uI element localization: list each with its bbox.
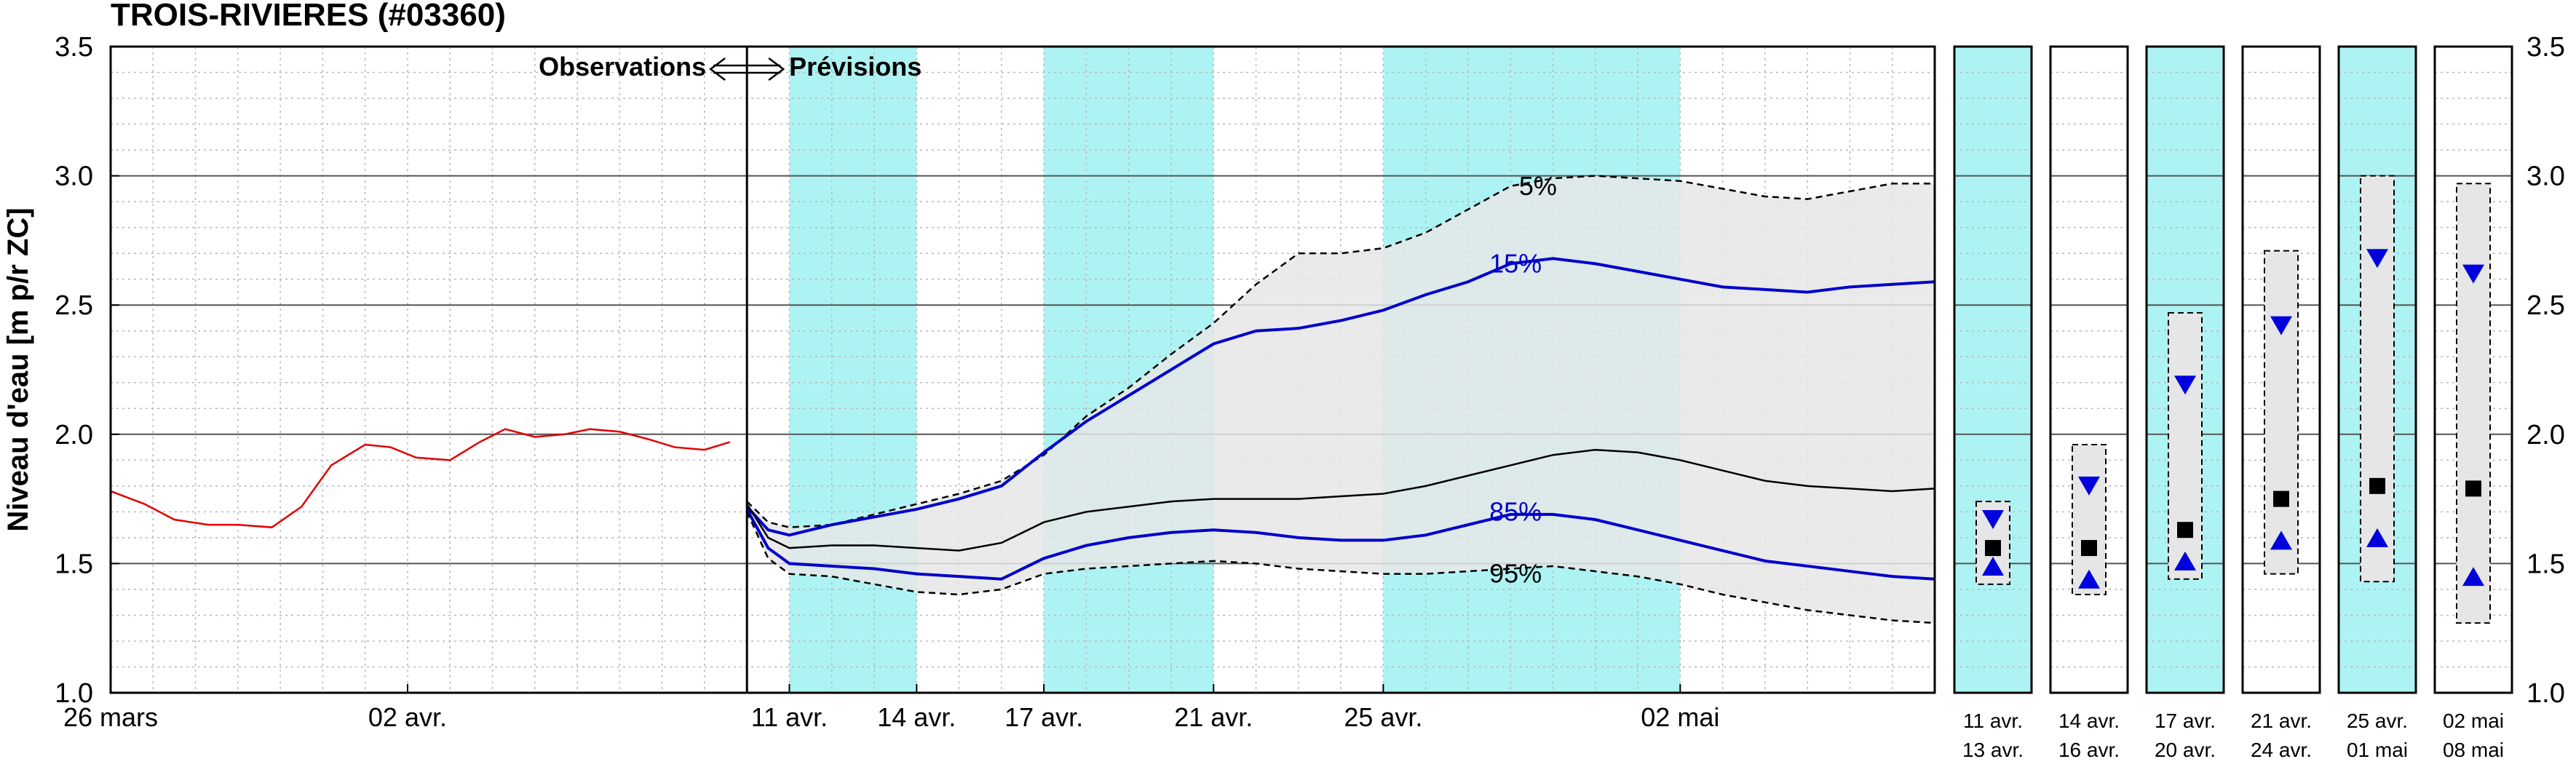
triangle-down-marker — [1982, 510, 2004, 530]
x-tick-label: 21 avr. — [1174, 702, 1253, 732]
y-tick-label: 1.0 — [55, 678, 93, 709]
panel-date-start: 14 avr. — [2058, 710, 2120, 732]
panel-frame — [2049, 45, 2129, 694]
y-tick-label-right: 2.5 — [2527, 290, 2565, 321]
panel-range-box — [2264, 250, 2299, 575]
y-tick-label: 1.5 — [55, 549, 93, 579]
y-tick-label-right: 1.5 — [2527, 549, 2565, 579]
triangle-up-marker — [2174, 551, 2196, 571]
percentile-label-5pct: 5% — [1519, 171, 1557, 201]
panel-date-start: 11 avr. — [1963, 710, 2023, 732]
series-line-85pct — [745, 508, 1935, 581]
y-axis-label: Niveau d'eau [m p/r ZC] — [2, 207, 34, 531]
y-tick-label: 2.5 — [55, 290, 93, 321]
panel-frame — [2337, 45, 2417, 694]
x-tick-label: 02 mai — [1641, 702, 1719, 732]
percentile-label-85pct: 85% — [1489, 496, 1542, 526]
previsions-label: Prévisions — [789, 52, 922, 82]
panel-range-box — [2168, 311, 2203, 580]
y-tick-label-right: 1.0 — [2527, 678, 2565, 709]
square-marker — [2369, 477, 2385, 494]
x-tick-label: 02 avr. — [368, 702, 447, 732]
panel-date-end: 16 avr. — [2058, 739, 2120, 761]
panel-date-start: 21 avr. — [2251, 710, 2312, 732]
x-tick-label: 17 avr. — [1004, 702, 1083, 732]
double-arrow-icon — [709, 57, 785, 81]
panel-frame — [2145, 45, 2225, 694]
x-tick-label: 25 avr. — [1344, 702, 1422, 732]
weekly-panel-3 — [2145, 45, 2225, 694]
panel-date-end: 20 avr. — [2155, 739, 2216, 761]
x-tick-label: 14 avr. — [877, 702, 956, 732]
x-tick-label: 11 avr. — [751, 702, 828, 732]
triangle-down-marker — [2174, 375, 2196, 395]
forecast-envelope — [747, 175, 1935, 624]
panel-frame — [1953, 45, 2033, 694]
series-line-5pct — [746, 175, 1935, 528]
panel-date-end: 01 mai — [2347, 739, 2408, 761]
y-tick-label-right: 2.0 — [2527, 420, 2565, 450]
y-tick-label-right: 3.5 — [2527, 32, 2565, 63]
series-line-15pct — [745, 257, 1935, 537]
triangle-up-marker — [2462, 567, 2484, 587]
panel-frame — [2433, 45, 2513, 694]
y-tick-label-right: 3.0 — [2527, 162, 2565, 192]
panel-date-start: 17 avr. — [2155, 710, 2216, 732]
weekly-panel-1 — [1953, 45, 2033, 694]
square-marker — [2273, 490, 2289, 507]
observations-label: Observations — [539, 52, 706, 82]
weekly-panel-2 — [2049, 45, 2129, 694]
triangle-down-marker — [2462, 264, 2484, 284]
triangle-down-marker — [2366, 249, 2388, 269]
weekly-panel-5 — [2337, 45, 2417, 694]
shaded-band-0 — [789, 47, 917, 693]
weekly-panel-6 — [2433, 45, 2513, 694]
triangle-down-marker — [2078, 476, 2100, 496]
panel-date-start: 25 avr. — [2347, 710, 2408, 732]
panel-date-end: 13 avr. — [1962, 739, 2024, 761]
percentile-label-15pct: 15% — [1489, 248, 1542, 278]
panel-date-end: 24 avr. — [2251, 739, 2312, 761]
triangle-up-marker — [2078, 569, 2100, 589]
square-marker — [2465, 480, 2481, 497]
panel-range-box — [2360, 175, 2395, 583]
percentile-label-95pct: 95% — [1489, 559, 1542, 589]
weekly-panel-4 — [2241, 45, 2321, 694]
y-tick-label: 3.5 — [55, 32, 93, 63]
square-marker — [2177, 522, 2193, 539]
panel-frame — [2241, 45, 2321, 694]
triangle-up-marker — [2270, 530, 2292, 550]
observed-line — [110, 428, 731, 528]
panel-date-end: 08 mai — [2443, 739, 2504, 761]
series-line-95pct — [746, 511, 1935, 624]
square-marker — [2081, 540, 2097, 557]
triangle-up-marker — [1982, 556, 2004, 576]
triangle-up-marker — [2366, 528, 2388, 547]
triangle-down-marker — [2270, 316, 2292, 335]
y-tick-label: 3.0 — [55, 162, 93, 192]
main-plot-frame — [109, 45, 1936, 694]
x-tick-label: 26 mars — [63, 702, 158, 732]
series-line-median — [746, 448, 1935, 552]
panel-range-box — [2456, 183, 2491, 624]
y-tick-label: 2.0 — [55, 420, 93, 450]
square-marker — [1985, 540, 2001, 557]
panel-shade — [1954, 47, 2032, 693]
panel-range-box — [2072, 444, 2107, 596]
panel-date-start: 02 mai — [2443, 710, 2504, 732]
chart-title: TROIS-RIVIERES (#03360) — [111, 0, 506, 33]
